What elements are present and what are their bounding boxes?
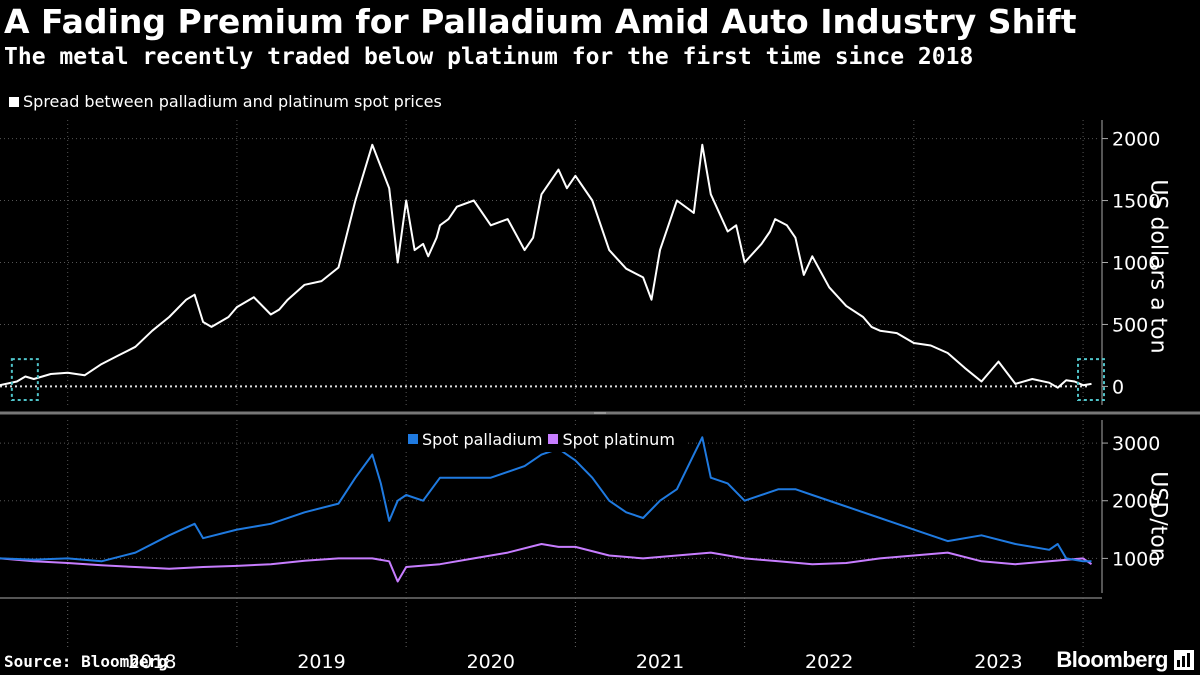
x-tick-label: 2020 [467, 651, 515, 673]
x-tick-label: 2018 [128, 651, 176, 673]
legend-item-platinum: Spot platinum [548, 429, 675, 449]
y-tick-label: 1000 [1112, 253, 1160, 275]
highlight-box-2018 [10, 358, 39, 401]
chart-subtitle: The metal recently traded below platinum… [4, 44, 974, 70]
legend-spread-swatch [9, 96, 19, 107]
legend-spread-label: Spread between palladium and platinum sp… [23, 92, 442, 111]
y-tick-label: 1500 [1112, 191, 1160, 213]
y-tick-label: 2000 [1112, 491, 1160, 513]
x-tick-label: 2022 [805, 651, 853, 673]
y-tick-label: 500 [1112, 314, 1148, 336]
x-tick-label: 2023 [974, 651, 1022, 673]
spread-series-line [0, 143, 1092, 389]
legend-palladium-label: Spot palladium [422, 429, 543, 449]
x-tick-label: 2021 [636, 651, 684, 673]
y-axis-label-top: US dollars a ton [1145, 179, 1171, 354]
legend-platinum-label: Spot platinum [562, 429, 675, 449]
x-tick-label: 2019 [297, 651, 345, 673]
legend-item-palladium: Spot palladium [408, 430, 542, 449]
y-tick-label: 2000 [1112, 129, 1160, 151]
chart-title: A Fading Premium for Palladium Amid Auto… [4, 2, 1077, 41]
highlight-box-2024 [1077, 358, 1105, 401]
y-tick-label: 0 [1112, 376, 1124, 398]
y-tick-label: 3000 [1112, 433, 1160, 455]
legend-prices: Spot palladium Spot platinum [404, 426, 685, 452]
legend-platinum-swatch [548, 434, 559, 444]
y-tick-label: 1000 [1112, 548, 1160, 570]
y-axis-label-bottom: USD/ton [1145, 471, 1171, 562]
legend-palladium-swatch [408, 434, 418, 444]
legend-spread: Spread between palladium and platinum sp… [9, 92, 442, 111]
bloomberg-logo: Bloomberg [1056, 647, 1168, 672]
palladium-series-line [0, 436, 1092, 563]
platinum-series-line [0, 543, 1093, 583]
source-note: Source: Bloomberg [4, 652, 168, 671]
bloomberg-chart-icon [1174, 650, 1194, 670]
